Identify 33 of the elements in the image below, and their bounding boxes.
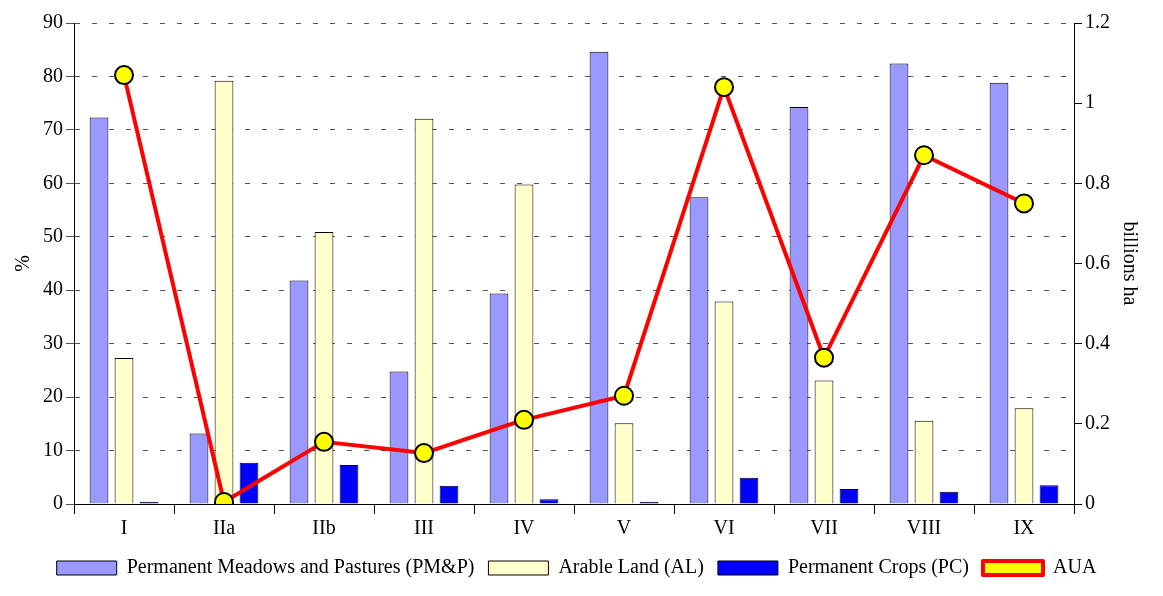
y-tick-label: 30 [43, 330, 63, 353]
y2-axis-title: billions ha [1119, 221, 1142, 306]
y2-tick-label: 0.6 [1085, 250, 1110, 273]
y-tick-label: 80 [43, 63, 63, 86]
x-tick-label: IV [513, 516, 536, 539]
y2-tick-label: 0.2 [1085, 411, 1110, 434]
x-tick-label: IIa [212, 516, 236, 539]
y-tick-label: 20 [43, 384, 63, 407]
y2-tick-label: 0.4 [1085, 330, 1110, 353]
legend-label: Permanent Meadows and Pastures (PM&P) [126, 555, 475, 579]
y2-tick-label: 0.8 [1085, 170, 1110, 193]
legend-label: AUA [1052, 555, 1097, 578]
x-tick-label: VI [713, 516, 735, 539]
x-tick-label: IX [1013, 516, 1036, 539]
y2-tick-label: 0 [1085, 491, 1095, 514]
x-tick-label: I [120, 516, 128, 539]
y-tick-label: 50 [43, 224, 63, 247]
y-tick-label: 90 [43, 10, 63, 33]
x-tick-label: IIb [312, 516, 336, 539]
legend-label: Permanent Crops (PC) [787, 555, 969, 579]
y-tick-label: 10 [43, 437, 63, 460]
y2-tick-label: 1.2 [1085, 10, 1110, 33]
x-tick-label: VIII [906, 516, 942, 539]
x-tick-label: V [616, 516, 632, 539]
x-tick-label: VII [810, 516, 838, 539]
y-tick-label: 0 [53, 491, 63, 514]
y-tick-label: 70 [43, 117, 63, 140]
y2-tick-label: 1 [1085, 90, 1095, 113]
x-tick-label: III [414, 516, 434, 539]
y-tick-label: 60 [43, 170, 63, 193]
legend-label: Arable Land (AL) [558, 555, 704, 579]
y-tick-label: 40 [43, 277, 63, 300]
y-axis-title: % [11, 255, 34, 272]
